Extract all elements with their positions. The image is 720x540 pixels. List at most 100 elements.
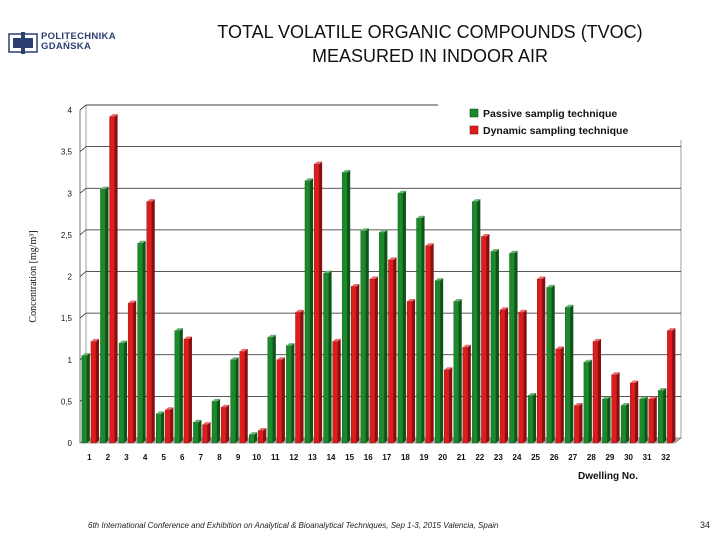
x-tick-label: 12 [289,453,298,462]
bar-top [332,338,341,342]
bar [592,341,599,444]
bar-side [235,357,239,443]
bar-side [337,338,341,443]
bar-top [137,240,146,244]
x-tick-label: 3 [124,453,129,462]
bar-top [128,300,137,304]
bar [406,301,413,444]
bar [453,301,459,444]
bar [118,342,125,444]
bar [602,398,608,444]
bar [472,201,478,444]
bar-side [412,298,416,443]
bar-side [616,372,620,443]
x-tick-label: 1 [87,453,92,462]
bar-side [607,396,611,443]
bar [379,232,385,444]
y-tick-label: 2 [68,273,73,282]
bar-top [453,298,462,302]
bar-side [449,367,453,443]
bar-side [254,432,258,443]
x-tick-label: 11 [271,453,280,462]
bar [481,236,487,444]
bar-side [151,199,155,443]
bar-top [360,228,369,231]
x-tick-label: 30 [624,453,633,462]
bar-top [221,404,230,408]
bar-side [114,114,118,443]
bar-top [546,284,555,288]
bar-top [239,348,248,352]
bar-top [639,396,648,399]
bar-side [272,334,276,443]
bar [220,407,227,444]
bar-top [490,249,499,252]
bar-side [560,346,564,443]
x-tick-label: 2 [106,453,111,462]
bar [230,359,236,444]
x-tick-label: 24 [513,453,522,462]
bar [295,312,301,444]
bar-side [393,257,397,443]
bar-top [276,357,285,360]
bar-side [505,307,509,443]
bar-top [621,403,630,406]
bar-top [193,419,202,423]
bar [165,409,171,444]
bar [667,330,673,444]
bar-top [407,298,416,302]
bar-top [630,380,639,384]
bar-top [323,270,332,274]
slide-title: TOTAL VOLATILE ORGANIC COMPOUNDS (TVOC) … [140,20,720,68]
bar [249,434,255,444]
bar-top [583,359,592,363]
bar [109,116,115,444]
bar [332,341,338,444]
bar-side [440,278,444,443]
gridline-depth [79,229,87,236]
bar-top [593,338,602,342]
y-tick-label: 3,5 [61,148,73,157]
bar-side [458,298,462,443]
bar-top [602,396,611,399]
bar-side [486,234,490,443]
bar-side [551,284,555,443]
bar-side [244,348,248,443]
bar [629,382,636,444]
bar-side [374,276,378,443]
bar-top [565,304,574,308]
y-tick-label: 4 [68,106,73,115]
bar [146,201,152,444]
bar-top [119,340,128,344]
university-logo: POLITECHNIKA GDAŃSKA [8,27,126,61]
y-tick-label: 0 [68,439,73,448]
bar-side [477,199,481,443]
bar-top [500,307,509,310]
bar [620,405,627,444]
bar-top [574,403,583,406]
bar-side [263,428,267,443]
bar-top [648,396,657,399]
bar [286,345,292,444]
bar [323,272,329,444]
bar-top [314,161,323,165]
legend-label: Passive samplig technique [483,108,617,120]
bar-side [142,240,146,443]
x-tick-label: 27 [568,453,577,462]
x-tick-label: 15 [345,453,354,462]
bar-top [518,309,527,313]
bar [360,230,366,444]
bar-side [170,407,174,443]
bar-side [356,283,360,443]
x-tick-label: 32 [661,453,670,462]
bar [81,355,88,444]
x-tick-label: 16 [364,453,373,462]
bar-top [444,367,453,370]
bar [174,330,181,444]
bar-top [379,229,388,233]
bar-side [133,300,137,443]
bar-side [495,249,499,443]
bar [611,374,617,444]
bar-top [342,169,351,173]
bar [90,341,97,444]
